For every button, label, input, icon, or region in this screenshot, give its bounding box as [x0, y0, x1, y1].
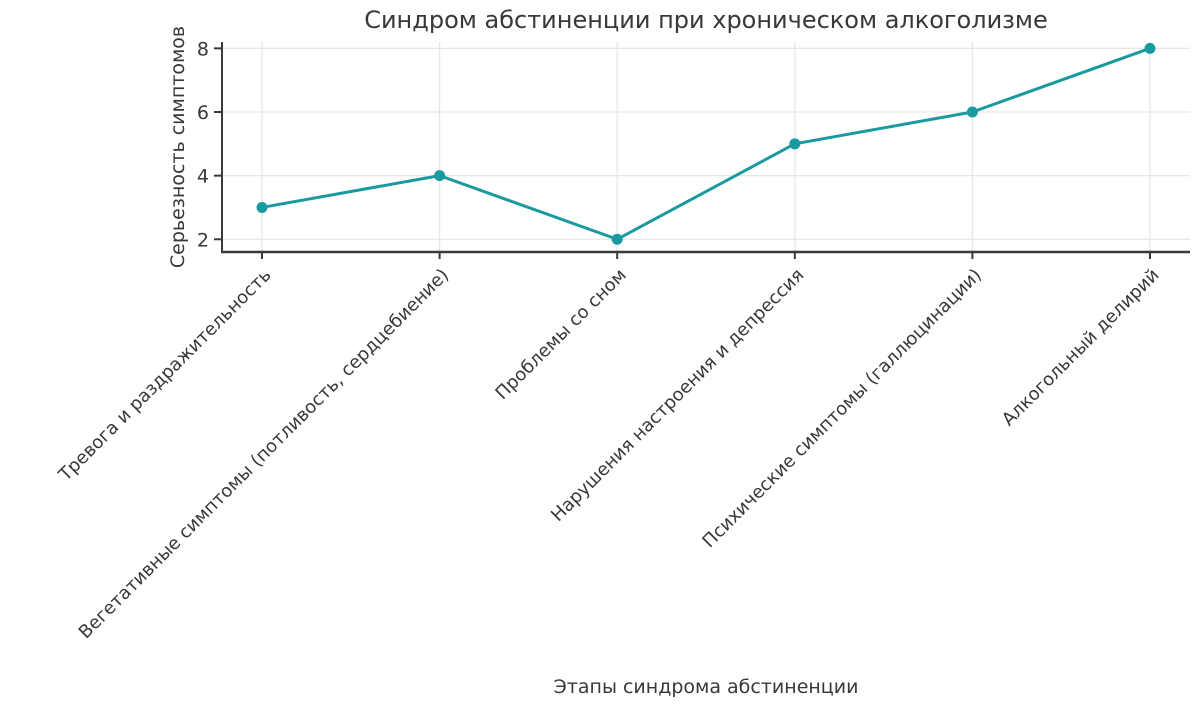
x-tick-label: Вегетативные симптомы (потливость, сердц…	[75, 265, 453, 643]
chart-title: Синдром абстиненции при хроническом алко…	[364, 6, 1048, 34]
data-point	[966, 106, 978, 118]
y-tick-label: 2	[197, 229, 209, 251]
data-point	[789, 138, 801, 150]
data-point	[1144, 42, 1156, 54]
series-line	[260, 46, 1152, 241]
x-tick-label: Психические симптомы (галлюцинации)	[698, 265, 985, 552]
x-tick-label: Проблемы со сном	[491, 265, 630, 404]
y-tick-label: 8	[197, 38, 209, 60]
y-tick-label: 6	[197, 102, 209, 124]
y-tick-label: 4	[197, 166, 209, 188]
x-tick-label: Тревога и раздражительность	[54, 265, 275, 486]
x-axis-label: Этапы синдрома абстиненции	[553, 676, 859, 698]
data-point	[434, 170, 446, 182]
x-tick-label: Алкогольный делирий	[998, 265, 1164, 431]
data-point	[611, 233, 623, 245]
data-point	[256, 201, 268, 213]
